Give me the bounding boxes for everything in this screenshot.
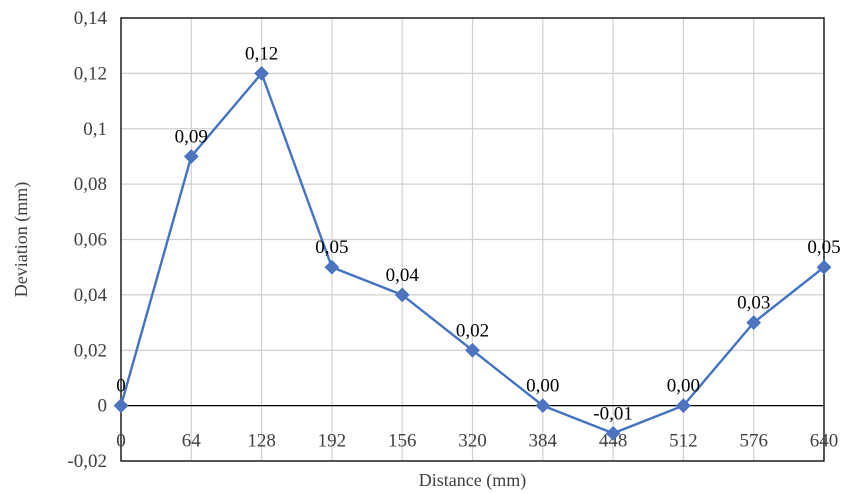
data-label: 0,09 bbox=[175, 126, 208, 147]
data-label: 0 bbox=[116, 376, 126, 397]
x-tick-label: 320 bbox=[458, 431, 487, 452]
data-label: 0,02 bbox=[456, 320, 489, 341]
x-tick-label: 384 bbox=[529, 431, 558, 452]
plot-area-frame bbox=[120, 17, 825, 462]
x-tick-label: 576 bbox=[739, 431, 768, 452]
data-label: 0,05 bbox=[315, 237, 348, 258]
x-tick-label: 448 bbox=[599, 431, 628, 452]
data-label: -0,01 bbox=[593, 403, 633, 424]
data-label: 0,05 bbox=[807, 237, 840, 258]
y-axis-title: Deviation (mm) bbox=[11, 182, 32, 297]
y-tick-label: 0,02 bbox=[74, 340, 107, 361]
data-point-marker bbox=[465, 342, 480, 358]
series-group bbox=[113, 66, 832, 441]
x-tick-label: 512 bbox=[669, 431, 698, 452]
y-tick-label: 0 bbox=[98, 396, 108, 417]
x-tick-label: 0 bbox=[116, 431, 126, 452]
data-label: 0,00 bbox=[667, 376, 700, 397]
y-tick-label: 0,08 bbox=[74, 174, 107, 195]
y-tick-label: 0,1 bbox=[83, 119, 107, 140]
data-label: 0,12 bbox=[245, 43, 278, 64]
x-axis-ticks: 0 64 128 192 156 320 384 448 512 576 640 bbox=[116, 431, 838, 452]
x-tick-label: 192 bbox=[318, 431, 347, 452]
data-point-marker bbox=[676, 398, 691, 413]
data-point-marker bbox=[605, 425, 621, 441]
y-axis-ticks: -0,02 0 0,02 0,04 0,06 0,08 0,1 0,12 0,14 bbox=[67, 8, 107, 472]
data-labels: 0 0,09 0,12 0,05 0,04 0,02 0,00 -0,01 0,00 0,03 0,… bbox=[116, 43, 840, 424]
data-point-marker bbox=[394, 287, 410, 303]
data-point-marker bbox=[113, 398, 129, 413]
data-label: 0,04 bbox=[386, 265, 420, 286]
data-label: 0,00 bbox=[526, 376, 559, 397]
data-point-marker bbox=[746, 315, 762, 330]
x-tick-label: 640 bbox=[810, 431, 839, 452]
data-label: 0,03 bbox=[737, 293, 770, 314]
x-tick-label: 128 bbox=[247, 431, 276, 452]
data-point-marker bbox=[535, 398, 551, 413]
data-point-marker bbox=[816, 259, 832, 275]
y-tick-label: 0,06 bbox=[74, 230, 107, 251]
data-point-marker bbox=[324, 259, 340, 275]
x-tick-label: 156 bbox=[388, 431, 417, 452]
y-tick-label: -0,02 bbox=[67, 451, 107, 472]
x-tick-label: 64 bbox=[182, 431, 202, 452]
data-point-marker bbox=[183, 149, 199, 164]
data-point-marker bbox=[254, 66, 269, 81]
y-tick-label: 0,04 bbox=[74, 285, 108, 306]
y-tick-label: 0,12 bbox=[74, 63, 107, 84]
y-tick-label: 0,14 bbox=[74, 8, 108, 29]
x-axis-title: Distance (mm) bbox=[419, 470, 526, 491]
grid-lines bbox=[120, 17, 825, 462]
